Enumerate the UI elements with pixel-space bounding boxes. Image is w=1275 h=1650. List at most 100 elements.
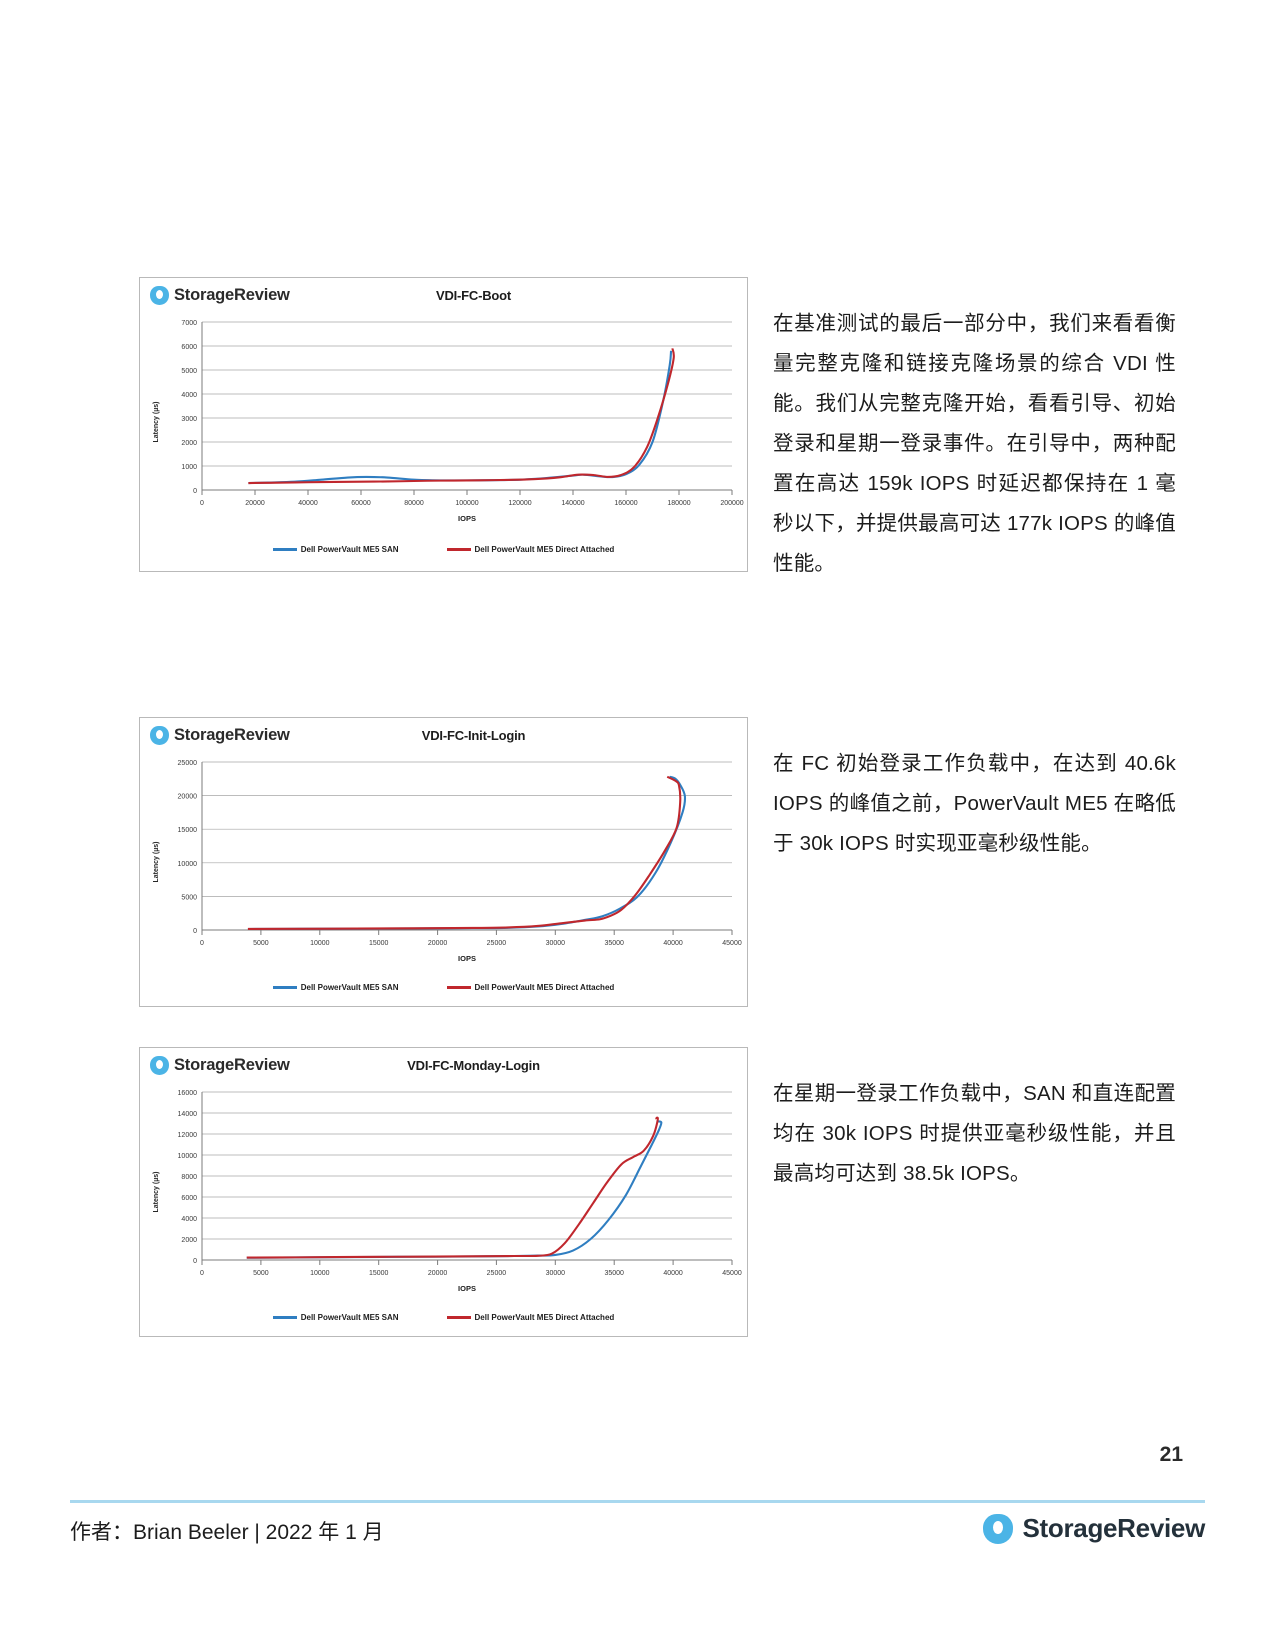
svg-text:140000: 140000 xyxy=(561,500,584,507)
chart-card-vdi-fc-monday-login: StorageReview VDI-FC-Monday-Login Latenc… xyxy=(139,1047,748,1337)
svg-text:35000: 35000 xyxy=(604,1270,624,1277)
svg-text:180000: 180000 xyxy=(667,500,690,507)
svg-text:0: 0 xyxy=(200,940,204,947)
legend-label-san: Dell PowerVault ME5 SAN xyxy=(300,983,399,992)
svg-text:100000: 100000 xyxy=(455,500,478,507)
svg-text:80000: 80000 xyxy=(404,500,424,507)
storagereview-logo: StorageReview xyxy=(150,1056,290,1075)
chart-svg-boot: Latency (µs) 7000 6000 5000 xyxy=(153,320,744,523)
svg-text:8000: 8000 xyxy=(181,1174,197,1181)
chart-header: StorageReview VDI-FC-Monday-Login xyxy=(140,1048,747,1084)
series-line-san xyxy=(248,350,673,485)
y-tick-labels: 25000 20000 15000 10000 5000 0 xyxy=(178,760,198,935)
svg-text:60000: 60000 xyxy=(351,500,371,507)
x-ticks xyxy=(201,930,733,935)
x-tick-labels: 0 5000 10000 15000 20000 25000 30000 350… xyxy=(200,1270,742,1277)
svg-text:160000: 160000 xyxy=(614,500,637,507)
svg-text:0: 0 xyxy=(193,1258,197,1265)
svg-text:7000: 7000 xyxy=(181,320,197,327)
brand-name: StorageReview xyxy=(174,726,290,744)
svg-text:14000: 14000 xyxy=(178,1111,198,1118)
y-axis-title: Latency (µs) xyxy=(153,402,160,443)
svg-text:4000: 4000 xyxy=(181,392,197,399)
storagereview-logo: StorageReview xyxy=(150,286,290,305)
svg-text:40000: 40000 xyxy=(663,940,683,947)
paragraph-monday-login: 在星期一登录工作负载中，SAN 和直连配置均在 30k IOPS 时提供亚毫秒级… xyxy=(773,1081,1176,1185)
chart-legend: Dell PowerVault ME5 SAN Dell PowerVault … xyxy=(140,983,747,992)
x-axis-title: IOPS xyxy=(458,954,476,963)
svg-text:35000: 35000 xyxy=(604,940,624,947)
svg-text:20000: 20000 xyxy=(428,940,448,947)
y-tick-labels: 7000 6000 5000 4000 3000 2000 1000 0 xyxy=(181,320,197,495)
chart-svg-monday-login: Latency (µs) 16000 14000 12000 xyxy=(153,1090,742,1293)
svg-text:5000: 5000 xyxy=(181,894,197,901)
chart-title: VDI-FC-Boot xyxy=(435,288,512,303)
legend-label-san: Dell PowerVault ME5 SAN xyxy=(300,1313,399,1322)
svg-text:25000: 25000 xyxy=(487,1270,507,1277)
svg-text:15000: 15000 xyxy=(369,940,389,947)
x-axis-title: IOPS xyxy=(458,514,476,523)
svg-text:10000: 10000 xyxy=(310,940,330,947)
chart-card-vdi-fc-init-login: StorageReview VDI-FC-Init-Login Latency … xyxy=(139,717,748,1007)
svg-text:200000: 200000 xyxy=(720,500,743,507)
y-gridlines xyxy=(201,321,732,491)
legend-item-direct: Dell PowerVault ME5 Direct Attached xyxy=(446,1313,615,1322)
svg-text:4000: 4000 xyxy=(181,1216,197,1223)
paragraph-init-login: 在 FC 初始登录工作负载中，在达到 40.6k IOPS 的峰值之前，Powe… xyxy=(773,751,1176,855)
storagereview-drop-icon xyxy=(150,286,169,305)
svg-text:15000: 15000 xyxy=(178,827,198,834)
svg-text:3000: 3000 xyxy=(181,416,197,423)
x-ticks xyxy=(201,1260,733,1265)
svg-text:25000: 25000 xyxy=(487,940,507,947)
page-number: 21 xyxy=(1159,1443,1183,1466)
svg-text:15000: 15000 xyxy=(369,1270,389,1277)
svg-text:10000: 10000 xyxy=(178,1153,198,1160)
y-gridlines xyxy=(201,1091,732,1261)
paragraph-boot: 在基准测试的最后一部分中，我们来看看衡量完整克隆和链接克隆场景的综合 VDI 性… xyxy=(773,311,1176,575)
x-ticks xyxy=(201,490,733,495)
chart-header: StorageReview VDI-FC-Init-Login xyxy=(140,718,747,754)
svg-text:0: 0 xyxy=(200,500,204,507)
y-axis-title: Latency (µs) xyxy=(153,1172,160,1213)
legend-item-san: Dell PowerVault ME5 SAN xyxy=(272,983,399,992)
svg-text:40000: 40000 xyxy=(298,500,318,507)
x-tick-labels: 0 20000 40000 60000 80000 100000 120000 … xyxy=(200,500,744,507)
svg-text:5000: 5000 xyxy=(253,1270,269,1277)
legend-item-direct: Dell PowerVault ME5 Direct Attached xyxy=(446,983,615,992)
legend-label-direct: Dell PowerVault ME5 Direct Attached xyxy=(474,545,615,554)
svg-text:10000: 10000 xyxy=(310,1270,330,1277)
chart-plot-area: Latency (µs) 7000 6000 5000 xyxy=(140,314,747,529)
chart-title: VDI-FC-Monday-Login xyxy=(407,1058,540,1073)
series-line-direct xyxy=(247,775,682,930)
storagereview-drop-icon xyxy=(150,726,169,745)
svg-text:5000: 5000 xyxy=(181,368,197,375)
svg-text:6000: 6000 xyxy=(181,1195,197,1202)
legend-label-direct: Dell PowerVault ME5 Direct Attached xyxy=(474,983,615,992)
legend-swatch-san xyxy=(272,1316,297,1319)
footer-storagereview-logo: StorageReview xyxy=(983,1513,1205,1544)
chart-legend: Dell PowerVault ME5 SAN Dell PowerVault … xyxy=(140,545,747,554)
chart-card-vdi-fc-boot: StorageReview VDI-FC-Boot Latency (µs) xyxy=(139,277,748,572)
legend-swatch-direct xyxy=(446,548,471,551)
svg-text:0: 0 xyxy=(193,488,197,495)
legend-swatch-direct xyxy=(446,1316,471,1319)
storagereview-logo: StorageReview xyxy=(150,726,290,745)
svg-text:0: 0 xyxy=(200,1270,204,1277)
svg-text:20000: 20000 xyxy=(178,794,198,801)
footer-brand-name: StorageReview xyxy=(1022,1513,1205,1543)
legend-label-direct: Dell PowerVault ME5 Direct Attached xyxy=(474,1313,615,1322)
legend-label-san: Dell PowerVault ME5 SAN xyxy=(300,545,399,554)
svg-text:2000: 2000 xyxy=(181,440,197,447)
svg-text:1000: 1000 xyxy=(181,464,197,471)
chart-plot-area: Latency (µs) 25000 20000 15000 10000 500… xyxy=(140,754,747,969)
legend-item-direct: Dell PowerVault ME5 Direct Attached xyxy=(446,545,615,554)
legend-swatch-direct xyxy=(446,986,471,989)
svg-text:2000: 2000 xyxy=(181,1237,197,1244)
svg-text:120000: 120000 xyxy=(508,500,531,507)
y-tick-labels: 16000 14000 12000 10000 8000 6000 4000 2… xyxy=(178,1090,198,1265)
series-line-direct xyxy=(246,1116,659,1259)
legend-item-san: Dell PowerVault ME5 SAN xyxy=(272,1313,399,1322)
y-gridlines xyxy=(201,761,732,931)
storagereview-drop-icon xyxy=(983,1513,1014,1544)
